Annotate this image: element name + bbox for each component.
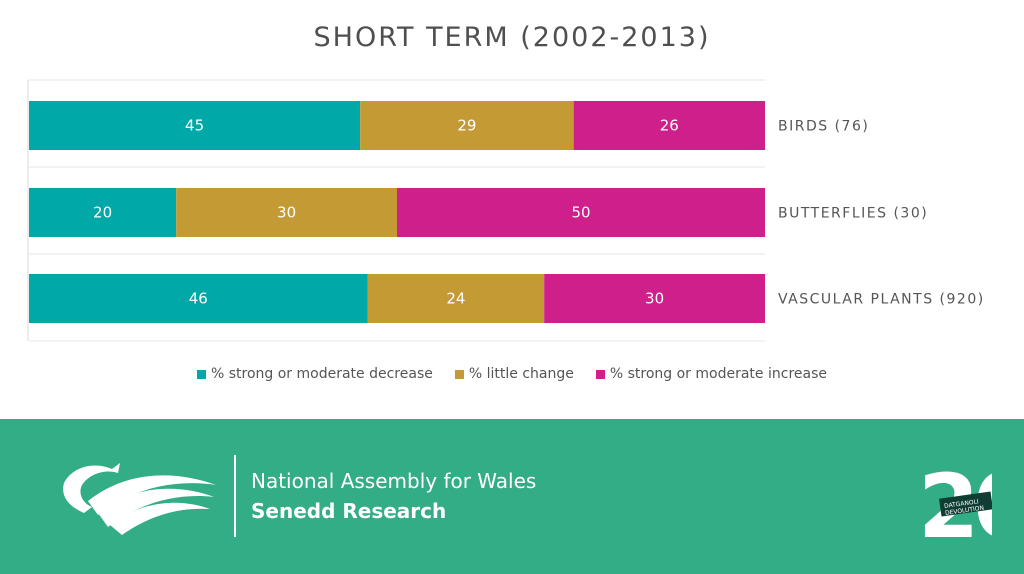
- legend-item: % strong or moderate increase: [595, 366, 827, 382]
- category-label: BIRDS (76): [778, 119, 869, 135]
- bar-segment: [176, 188, 397, 237]
- data-label: 29: [457, 117, 476, 135]
- legend-item: % little change: [454, 366, 574, 382]
- svg-text:DATGANOLI: DATGANOLI: [944, 498, 980, 510]
- stacked-bar-chart: 45 29 26 BIRDS (76) 20 30 50 BUTTERFLIES (30) 46…: [27, 79, 985, 342]
- category-label: VASCULAR PLANTS (920): [778, 292, 985, 308]
- chart-title: SHORT TERM (2002-2013): [313, 22, 711, 53]
- data-label: 30: [277, 204, 296, 222]
- bar-segment: [29, 274, 368, 323]
- legend-item: % strong or moderate decrease: [196, 366, 433, 382]
- 20-years-devolution-badge-icon: 20 DATGANOLI DEVOLUTION: [918, 455, 992, 545]
- legend-label: % little change: [468, 366, 574, 382]
- legend-swatch: [595, 369, 605, 379]
- department-name: Senedd Research: [251, 499, 447, 523]
- bar-segment: [360, 101, 574, 150]
- dragon-waves-logo-icon: [63, 463, 216, 535]
- bar-segment: [397, 188, 765, 237]
- legend-label: % strong or moderate decrease: [210, 366, 433, 382]
- category-label: BUTTERFLIES (30): [778, 206, 928, 222]
- data-label: 20: [93, 204, 112, 222]
- bar-segment: [29, 188, 177, 237]
- footer-divider: [234, 455, 236, 537]
- data-label: 26: [660, 117, 679, 135]
- bar-segment: [544, 274, 765, 323]
- data-label: 24: [446, 290, 465, 308]
- data-label: 30: [645, 290, 664, 308]
- organisation-name: National Assembly for Wales: [251, 469, 537, 493]
- bar-segment: [573, 101, 765, 150]
- data-label: 45: [185, 117, 204, 135]
- footer-banner: National Assembly for Wales Senedd Resea…: [0, 419, 1024, 574]
- data-label: 46: [189, 290, 208, 308]
- legend-label: % strong or moderate increase: [609, 366, 827, 382]
- bar-segment: [367, 274, 545, 323]
- legend-swatch: [454, 369, 464, 379]
- legend-swatch: [196, 369, 206, 379]
- data-label: 50: [571, 204, 590, 222]
- bar-segment: [29, 101, 361, 150]
- chart-legend: % strong or moderate decrease % little ch…: [0, 366, 1024, 382]
